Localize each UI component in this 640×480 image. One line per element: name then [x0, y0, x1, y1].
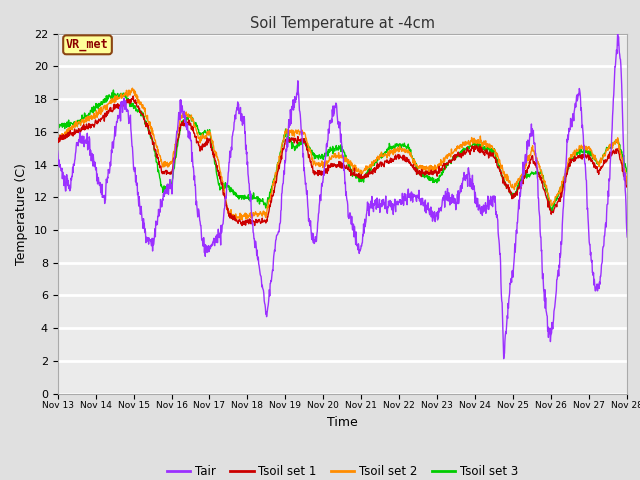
Tsoil set 2 — [556, 184, 564, 190]
Line: Tsoil set 1: Tsoil set 1 — [58, 96, 627, 226]
Y-axis label: Temperature (C): Temperature (C) — [15, 163, 28, 264]
Tsoil set 3 — [109, 87, 117, 93]
Tsoil set 1 — [506, 189, 514, 195]
Tair — [556, 251, 564, 256]
Tsoil set 1 — [167, 171, 175, 177]
Tair — [500, 356, 508, 361]
Tsoil set 3 — [431, 178, 439, 183]
Tsoil set 2 — [623, 180, 631, 186]
Tsoil set 2 — [432, 165, 440, 171]
Tsoil set 1 — [129, 93, 137, 99]
Tsoil set 1 — [238, 223, 246, 228]
Line: Tsoil set 3: Tsoil set 3 — [58, 90, 627, 212]
Tsoil set 1 — [54, 137, 61, 143]
Tsoil set 3 — [548, 209, 556, 215]
Tair — [244, 171, 252, 177]
Title: Soil Temperature at -4cm: Soil Temperature at -4cm — [250, 16, 435, 31]
Tsoil set 3 — [244, 192, 252, 198]
Tsoil set 1 — [245, 221, 253, 227]
Tsoil set 2 — [181, 111, 189, 117]
Tair — [431, 216, 438, 222]
Tsoil set 2 — [233, 217, 241, 223]
Tsoil set 2 — [506, 179, 514, 185]
Tsoil set 3 — [623, 170, 631, 176]
Tair — [506, 290, 513, 296]
Legend: Tair, Tsoil set 1, Tsoil set 2, Tsoil set 3: Tair, Tsoil set 1, Tsoil set 2, Tsoil se… — [162, 461, 523, 480]
Tsoil set 3 — [54, 124, 61, 130]
Tsoil set 1 — [623, 184, 631, 190]
Tair — [54, 148, 61, 154]
Tsoil set 1 — [556, 198, 564, 204]
Tsoil set 1 — [432, 167, 440, 173]
Tsoil set 2 — [129, 85, 136, 91]
Line: Tair: Tair — [58, 32, 627, 359]
Tsoil set 2 — [167, 158, 175, 164]
Tsoil set 3 — [556, 185, 564, 191]
Tsoil set 3 — [506, 188, 513, 194]
Tsoil set 2 — [54, 136, 61, 142]
X-axis label: Time: Time — [327, 416, 358, 429]
Line: Tsoil set 2: Tsoil set 2 — [58, 88, 627, 220]
Tsoil set 3 — [167, 182, 175, 188]
Tair — [166, 185, 174, 191]
Tsoil set 1 — [181, 121, 189, 127]
Tsoil set 3 — [181, 117, 189, 122]
Tair — [180, 108, 188, 114]
Tair — [614, 29, 621, 35]
Tair — [623, 234, 631, 240]
Text: VR_met: VR_met — [66, 38, 109, 51]
Tsoil set 2 — [245, 213, 253, 219]
